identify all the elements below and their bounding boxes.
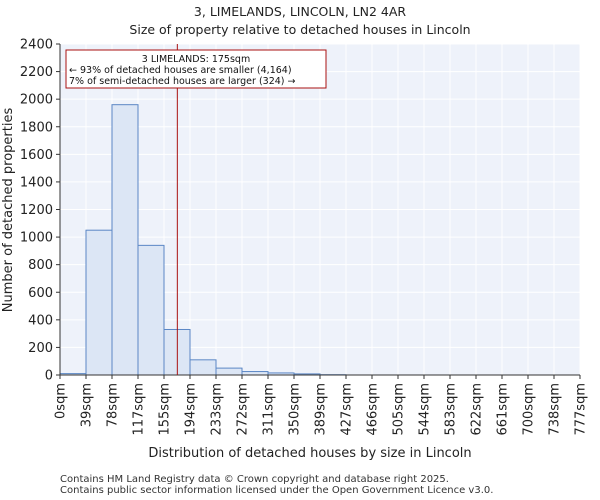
x-tick-label: 622sqm bbox=[470, 383, 485, 436]
y-tick-label: 600 bbox=[28, 286, 53, 301]
y-tick-label: 1000 bbox=[20, 231, 53, 246]
x-tick-labels: 0sqm 39sqm 78sqm 117sqm 155sqm 194sqm 233sqm 27… bbox=[54, 375, 589, 436]
x-tick-label: 0sqm bbox=[54, 383, 69, 419]
y-tick-label: 2400 bbox=[20, 38, 53, 53]
x-tick-label: 661sqm bbox=[496, 383, 511, 436]
y-axis-label: Number of detached properties bbox=[1, 108, 16, 313]
y-tick-labels: 0 200 400 600 800 1000 1200 1400 1600 1800 2000 220… bbox=[20, 38, 60, 384]
x-tick-label: 777sqm bbox=[574, 383, 589, 436]
x-tick-label: 583sqm bbox=[444, 383, 459, 436]
histogram-bar bbox=[111, 104, 139, 376]
y-tick-label: 400 bbox=[28, 313, 53, 328]
y-tick-label: 0 bbox=[45, 369, 53, 384]
x-tick-label: 233sqm bbox=[210, 383, 225, 436]
y-tick-label: 1400 bbox=[20, 175, 53, 190]
x-tick-label: 272sqm bbox=[236, 383, 251, 436]
x-tick-label: 194sqm bbox=[184, 383, 199, 436]
chart-title: 3, LIMELANDS, LINCOLN, LN2 4AR bbox=[193, 4, 407, 19]
chart-subtitle: Size of property relative to detached ho… bbox=[129, 22, 471, 37]
annotation-line-1: 3 LIMELANDS: 175sqm bbox=[142, 54, 250, 65]
annotation-line-2: ← 93% of detached houses are smaller (4,… bbox=[69, 65, 292, 76]
x-tick-label: 311sqm bbox=[262, 383, 277, 436]
x-tick-label: 350sqm bbox=[288, 383, 303, 436]
x-tick-label: 700sqm bbox=[522, 383, 537, 436]
x-tick-label: 505sqm bbox=[392, 383, 407, 436]
footer-line-1: Contains HM Land Registry data © Crown c… bbox=[60, 474, 449, 485]
x-tick-label: 544sqm bbox=[418, 383, 433, 436]
annotation-border bbox=[65, 49, 327, 89]
histogram-bar bbox=[189, 359, 217, 376]
annotation-box: 3 LIMELANDS: 175sqm ← 93% of detached ho… bbox=[65, 49, 327, 89]
histogram-bar bbox=[137, 244, 165, 376]
x-tick-label: 78sqm bbox=[106, 383, 121, 427]
y-tick-label: 1200 bbox=[20, 203, 53, 218]
x-tick-label: 427sqm bbox=[340, 383, 355, 436]
x-tick-label: 117sqm bbox=[132, 383, 147, 436]
footer-line-2: Contains public sector information licen… bbox=[60, 485, 494, 496]
x-tick-label: 466sqm bbox=[366, 383, 381, 436]
x-tick-label: 389sqm bbox=[314, 383, 329, 436]
histogram-bar bbox=[241, 371, 269, 376]
x-tick-label: 39sqm bbox=[80, 383, 95, 427]
y-tick-label: 2200 bbox=[20, 65, 53, 80]
y-tick-label: 1800 bbox=[20, 120, 53, 135]
histogram-bar bbox=[215, 367, 243, 376]
x-tick-label: 738sqm bbox=[548, 383, 563, 436]
y-tick-label: 2000 bbox=[20, 93, 53, 108]
annotation-line-3: 7% of semi-detached houses are larger (3… bbox=[69, 76, 296, 87]
y-tick-label: 200 bbox=[28, 341, 53, 356]
histogram-bar bbox=[85, 229, 113, 376]
x-axis-label: Distribution of detached houses by size … bbox=[148, 446, 471, 461]
x-tick-label: 155sqm bbox=[158, 383, 173, 436]
y-tick-label: 800 bbox=[28, 258, 53, 273]
y-tick-label: 1600 bbox=[20, 148, 53, 163]
